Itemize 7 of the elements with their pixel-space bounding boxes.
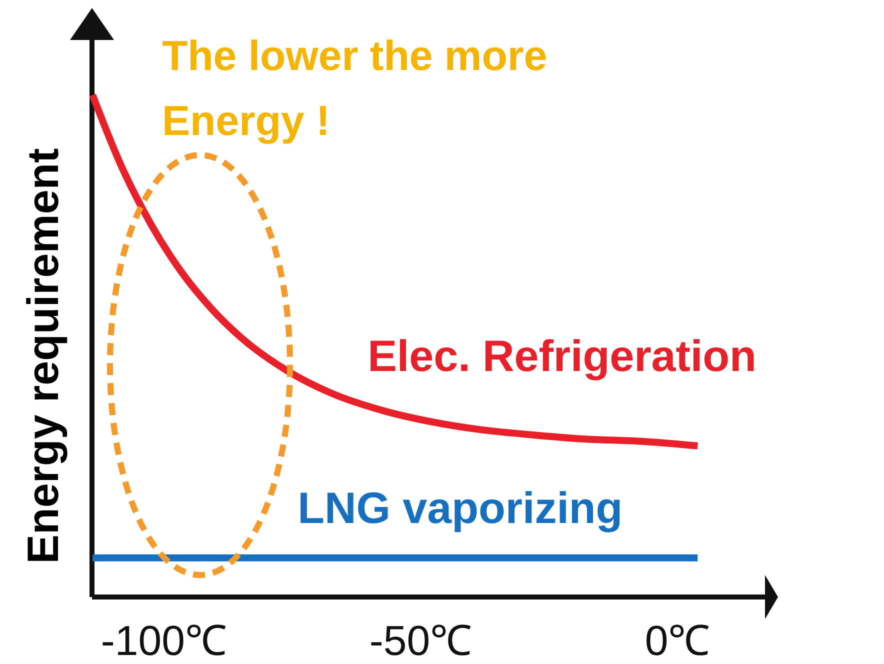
x-tick-label: -50℃ <box>369 617 472 664</box>
x-tick-label: 0℃ <box>644 617 710 664</box>
annotation: The lower the more Energy ! <box>162 32 548 144</box>
y-axis-title: Energy requirement <box>19 148 68 564</box>
series-label: LNG vaporizing <box>298 484 623 533</box>
series-label: Elec. Refrigeration <box>368 332 756 381</box>
x-tick-label: -100℃ <box>100 617 227 664</box>
